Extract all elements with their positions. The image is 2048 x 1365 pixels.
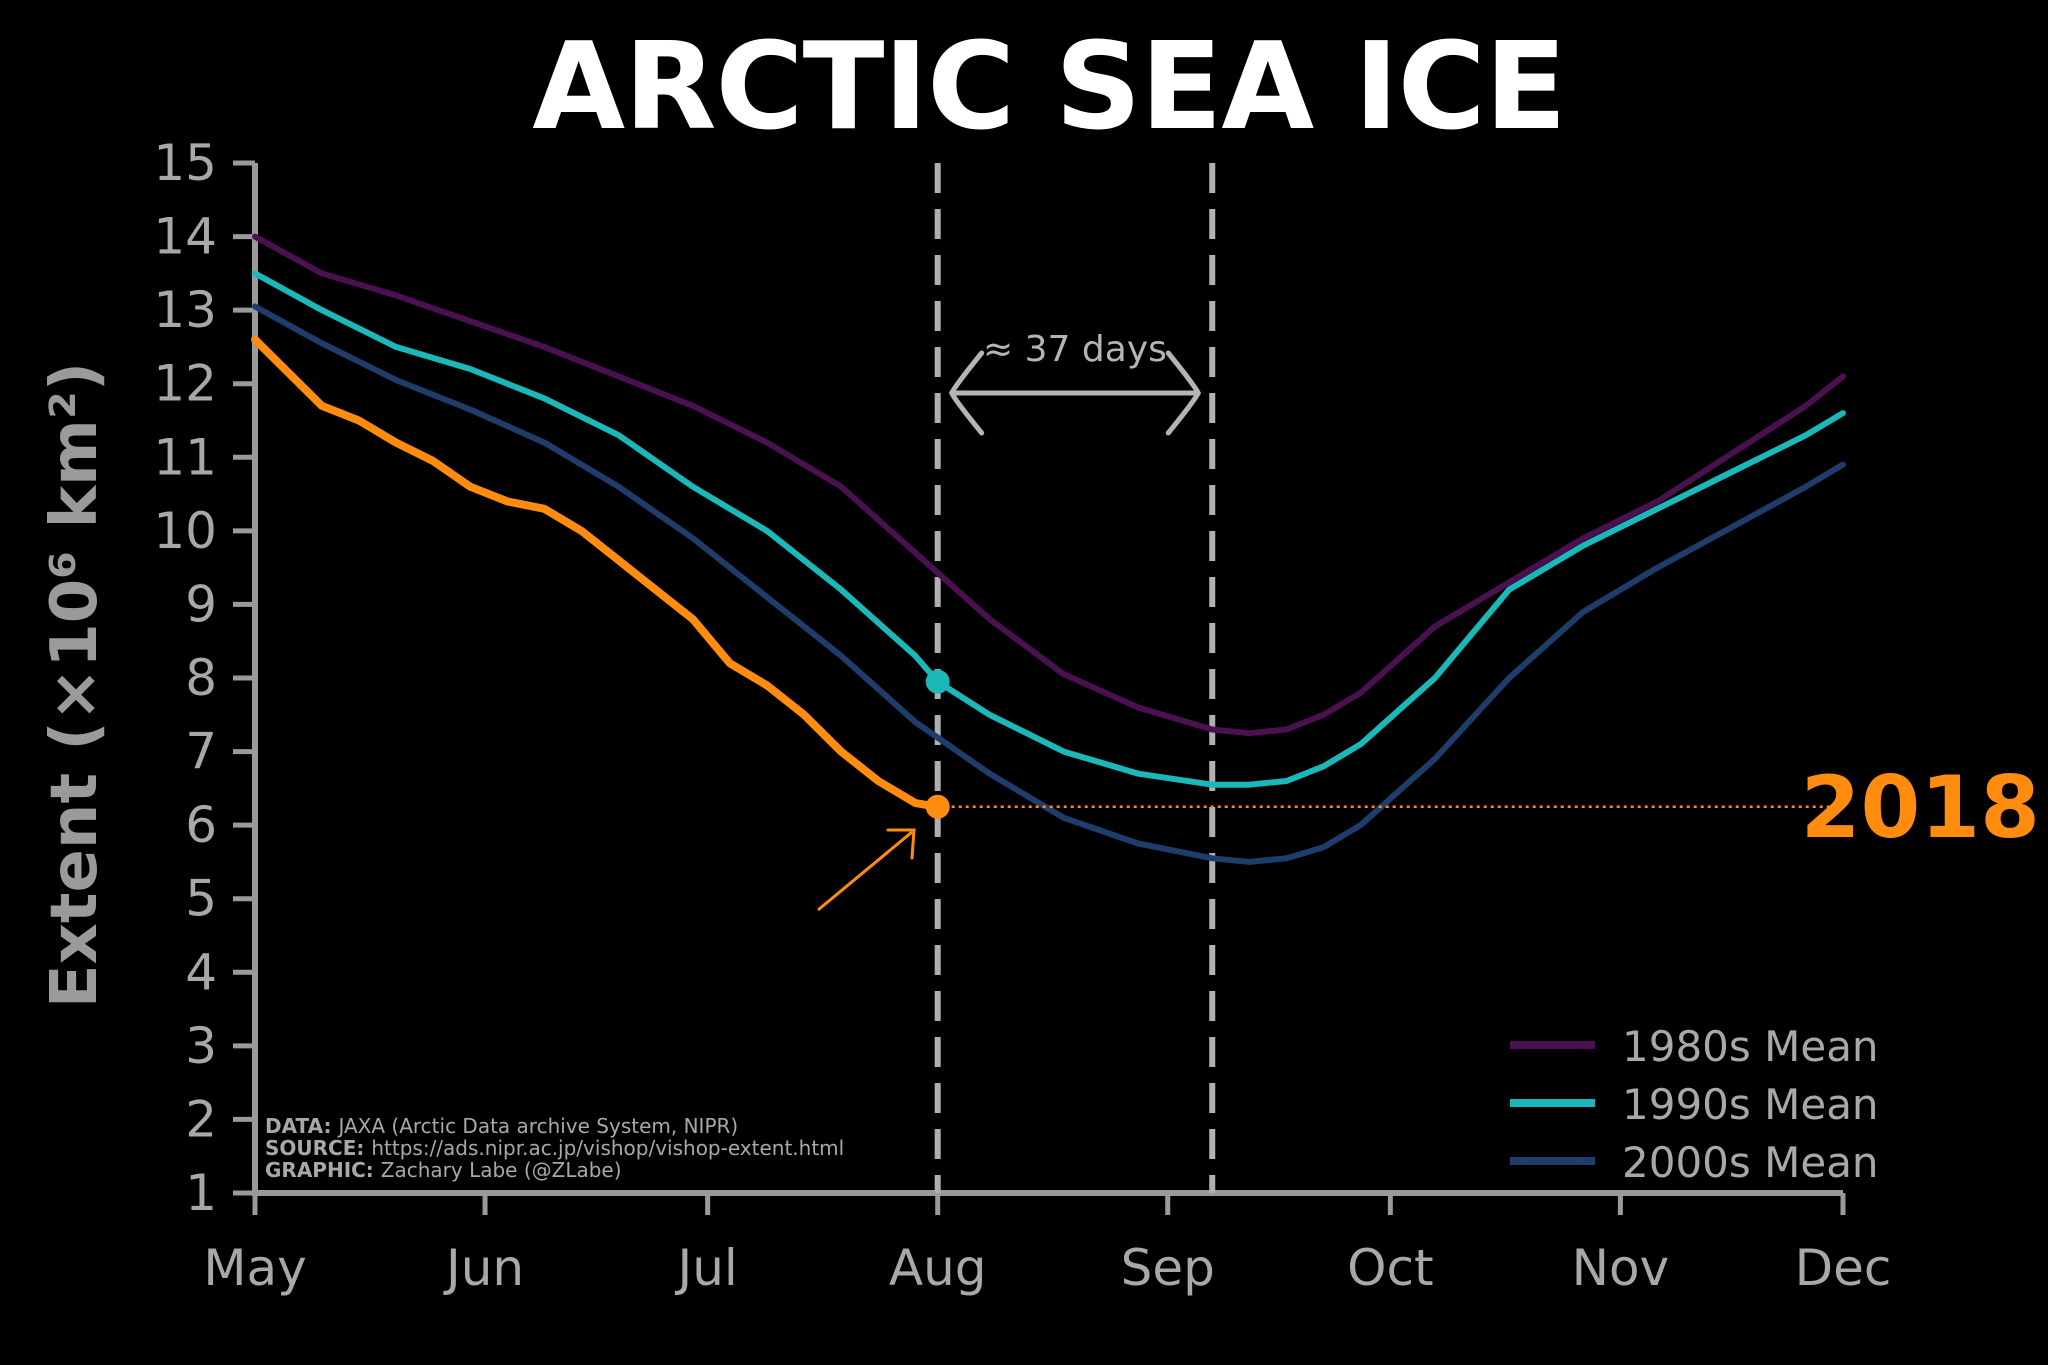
- span-arrow-left-head-icon: [948, 350, 985, 436]
- x-tick-label: Jun: [443, 1239, 524, 1297]
- series-line-1990s-mean: [252, 270, 1846, 788]
- y-tick-label: 12: [153, 355, 217, 413]
- legend-label: 2000s Mean: [1622, 1138, 1879, 1187]
- y-tick-label: 2: [185, 1090, 217, 1148]
- credit-label: DATA:: [265, 1114, 338, 1138]
- x-tick-label: Aug: [889, 1239, 987, 1297]
- y-tick-label: 7: [185, 723, 217, 781]
- series-line-2018: [251, 335, 942, 811]
- span-arrow-right-head-icon: [1165, 350, 1202, 436]
- credit-text: https://ads.nipr.ac.jp/vishop/vishop-ext…: [371, 1136, 844, 1160]
- legend-label: 1990s Mean: [1622, 1080, 1879, 1129]
- y-tick-label: 10: [153, 502, 217, 560]
- credit-label: GRAPHIC:: [265, 1158, 381, 1182]
- label-2018: 2018: [1801, 758, 2040, 858]
- y-axis-label: Extent (×10⁶ km²): [38, 362, 112, 1008]
- credits: DATA: JAXA (Arctic Data archive System, …: [265, 1114, 844, 1182]
- credit-label: SOURCE:: [265, 1136, 371, 1160]
- y-tick-label: 13: [153, 281, 217, 339]
- series-line-2000s-mean: [252, 303, 1846, 865]
- legend: 1980s Mean 1990s Mean 2000s Mean: [1510, 1022, 1879, 1187]
- series-lines: [251, 233, 1846, 865]
- credit-line: DATA: JAXA (Arctic Data archive System, …: [265, 1114, 738, 1138]
- y-tick-label: 1: [185, 1164, 217, 1222]
- credit-line: GRAPHIC: Zachary Labe (@ZLabe): [265, 1158, 622, 1182]
- credit-text: Zachary Labe (@ZLabe): [381, 1158, 622, 1182]
- x-tick-label: Jul: [674, 1239, 737, 1297]
- y-tick-label: 8: [185, 649, 217, 707]
- credit-line: SOURCE: https://ads.nipr.ac.jp/vishop/vi…: [265, 1136, 844, 1160]
- marker-1990s-aug: [925, 669, 950, 694]
- span-annotation: ≈ 37 days: [983, 329, 1167, 370]
- legend-label: 1980s Mean: [1622, 1022, 1879, 1071]
- x-tick-label: Dec: [1795, 1239, 1892, 1297]
- series-line-1980s-mean: [252, 233, 1846, 737]
- x-tick-label: May: [203, 1239, 306, 1297]
- x-tick-label: Sep: [1121, 1239, 1215, 1297]
- y-tick-label: 15: [153, 134, 217, 192]
- markers: 2018: [925, 669, 2040, 858]
- y-tick-label: 6: [185, 796, 217, 854]
- y-tick-label: 11: [153, 428, 217, 486]
- y-tick-label: 3: [185, 1017, 217, 1075]
- x-tick-label: Nov: [1572, 1239, 1670, 1297]
- x-tick-label: Oct: [1347, 1239, 1433, 1297]
- annotations: ≈ 37 days: [817, 329, 1202, 912]
- chart-title: ARCTIC SEA ICE: [532, 18, 1566, 157]
- arrow-head-icon: [886, 828, 916, 860]
- y-tick-label: 5: [185, 870, 217, 928]
- credit-text: JAXA (Arctic Data archive System, NIPR): [336, 1114, 738, 1138]
- y-tick-label: 14: [153, 208, 217, 266]
- marker-2018-latest: [925, 794, 950, 819]
- arrow-shaft: [817, 830, 913, 912]
- y-tick-label: 4: [185, 943, 217, 1001]
- y-tick-label: 9: [185, 575, 217, 633]
